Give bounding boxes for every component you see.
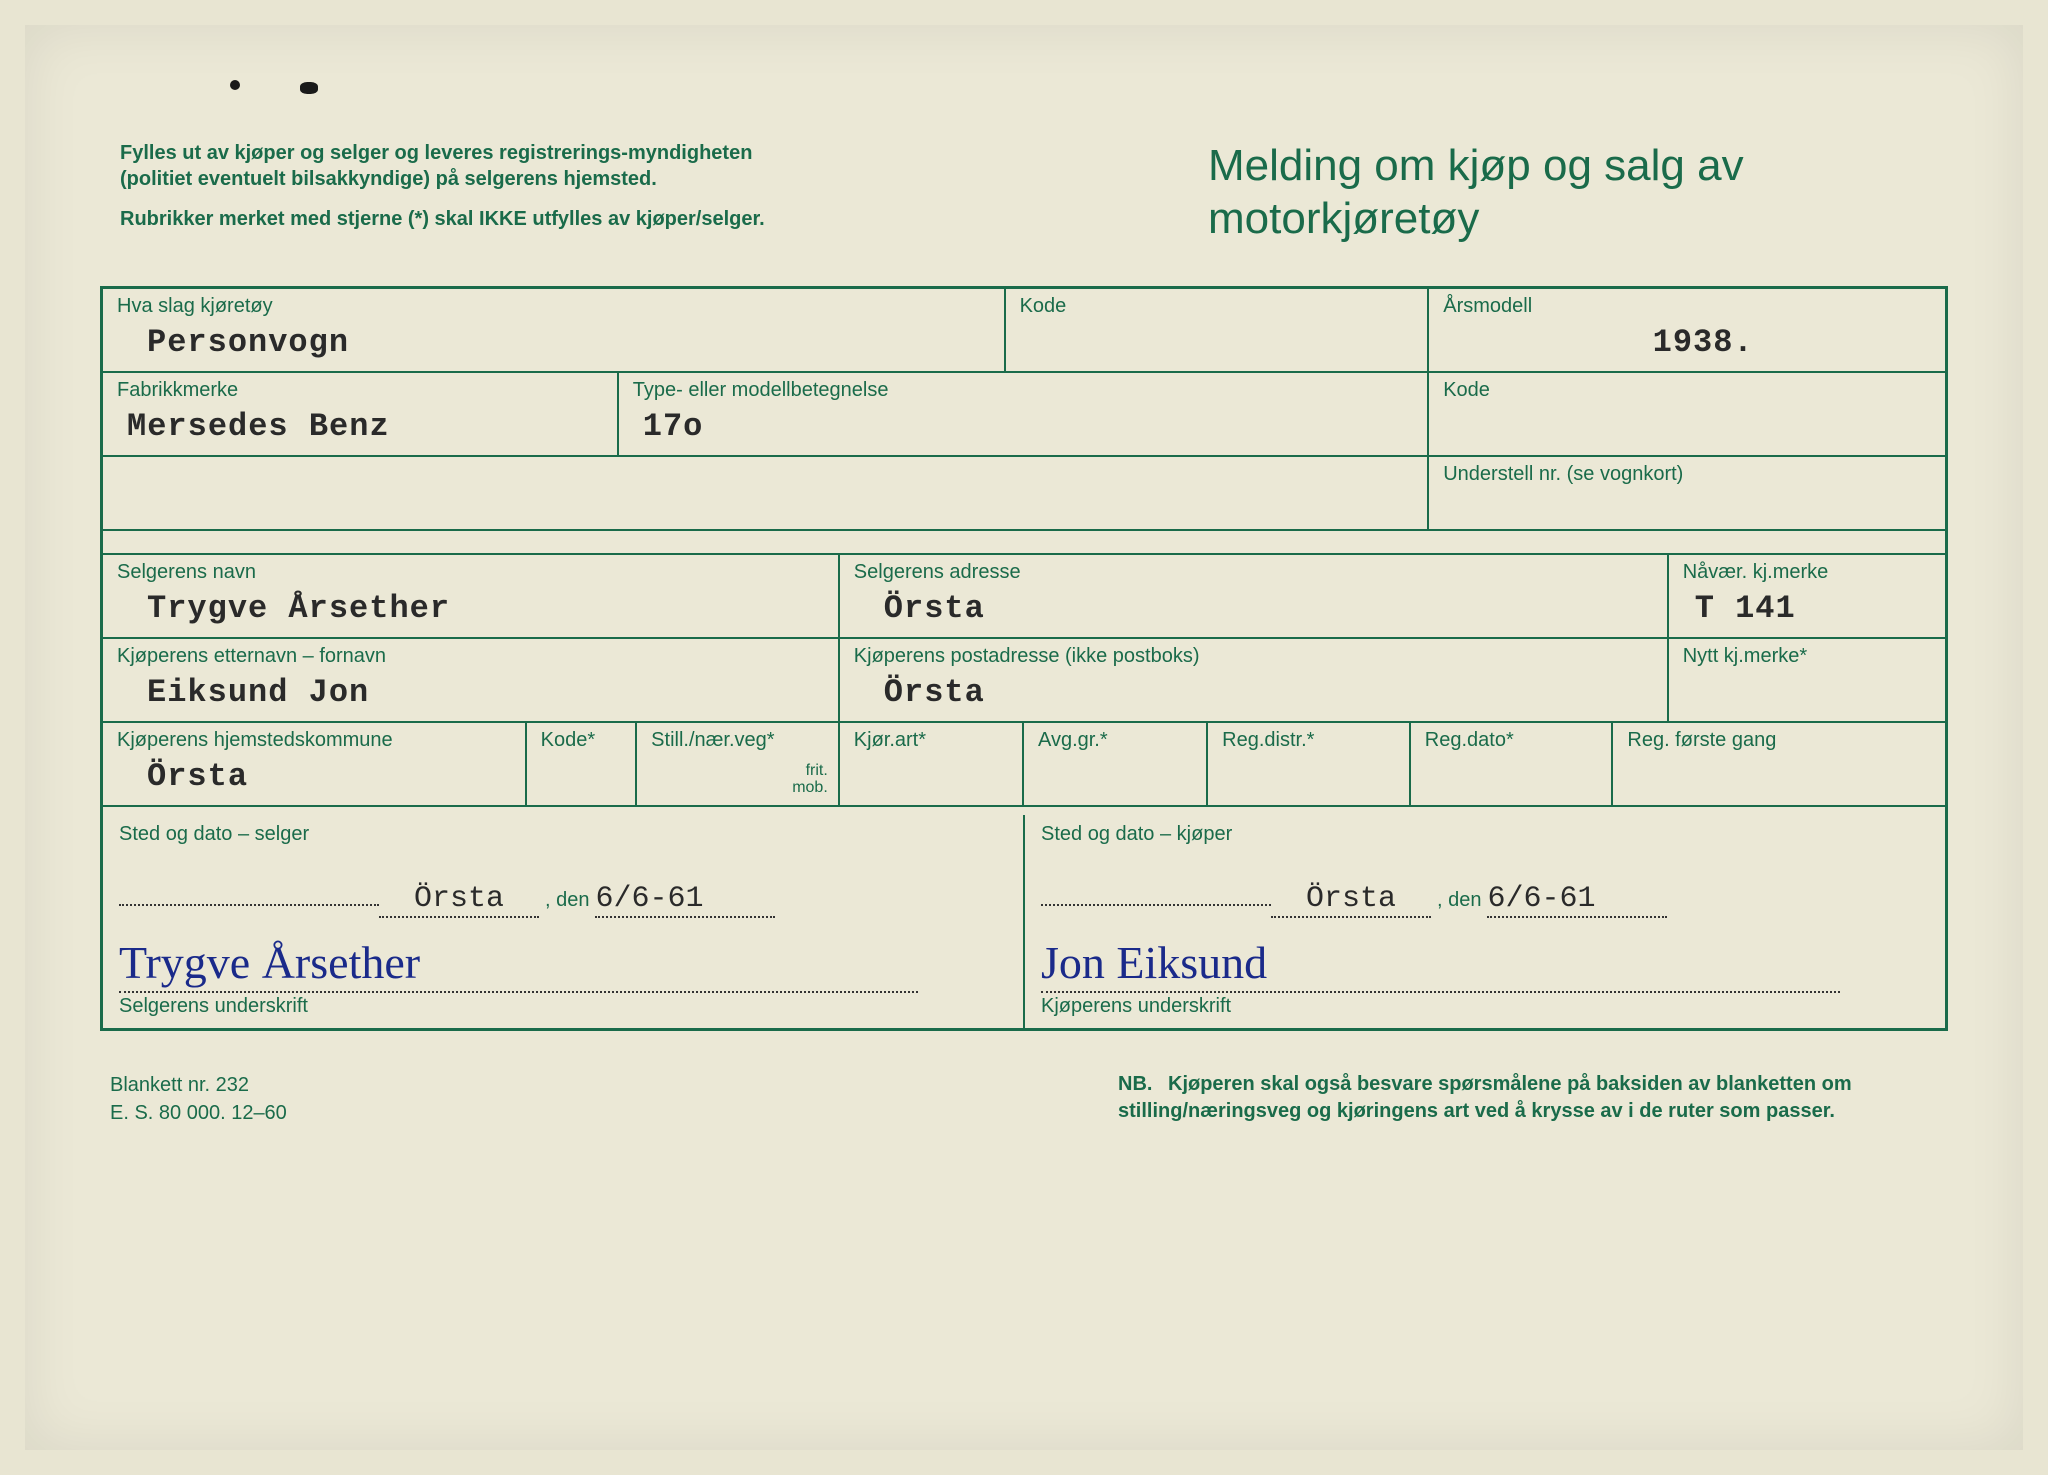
label: Fabrikkmerke <box>117 379 605 402</box>
nb-note: NB.Kjøperen skal også besvare spørsmålen… <box>1118 1071 1938 1127</box>
label: Nåvær. kj.merke <box>1683 561 1933 584</box>
seller-signature: Trygve Årsether <box>119 936 918 993</box>
document-page: Fylles ut av kjøper og selger og leveres… <box>0 0 2048 1475</box>
value: Örsta <box>854 590 1655 627</box>
label: Selgerens navn <box>117 561 826 584</box>
cell-plate: Nåvær. kj.merke T 141 <box>1669 555 1945 637</box>
label: Nytt kj.merke* <box>1683 645 1933 668</box>
row-details: Kjøperens hjemstedskommune Örsta Kode* S… <box>103 723 1945 807</box>
blankett-info: Blankett nr. 232 E. S. 80 000. 12–60 <box>110 1071 287 1127</box>
value: Eiksund Jon <box>117 674 826 711</box>
sublabel: frit.mob. <box>792 762 828 797</box>
blankett-print: E. S. 80 000. 12–60 <box>110 1099 287 1127</box>
instruction-line: Rubrikker merket med stjerne (*) skal IK… <box>120 206 800 232</box>
cell-empty <box>103 457 1429 529</box>
cell-regforste: Reg. første gang <box>1613 723 1945 805</box>
cell-seller-addr: Selgerens adresse Örsta <box>840 555 1669 637</box>
cell-newplate: Nytt kj.merke* <box>1669 639 1945 721</box>
cell-avg: Avg.gr.* <box>1024 723 1208 805</box>
label: Kjøperens hjemstedskommune <box>117 729 513 752</box>
value: Trygve Årsether <box>117 590 826 627</box>
label: Sted og dato – selger <box>119 823 1007 846</box>
cell-model: Type- eller modellbetegnelse 17o <box>619 373 1429 455</box>
label: Årsmodell <box>1443 295 1933 318</box>
label: Kode <box>1443 379 1933 402</box>
buyer-date: 6/6-61 <box>1487 882 1667 918</box>
label: Kode* <box>541 729 624 752</box>
cell-buyer-addr: Kjøperens postadresse (ikke postboks) Ör… <box>840 639 1669 721</box>
value: T 141 <box>1683 590 1933 627</box>
cell-still: Still./nær.veg* frit.mob. <box>637 723 840 805</box>
buyer-sig-label: Kjøperens underskrift <box>1041 995 1929 1018</box>
buyer-signature-block: Sted og dato – kjøper Örsta , den 6/6-61… <box>1025 815 1945 1028</box>
row-make: Fabrikkmerke Mersedes Benz Type- eller m… <box>103 373 1945 457</box>
cell-kjorart: Kjør.art* <box>840 723 1024 805</box>
value: Örsta <box>117 758 513 795</box>
label: Kode <box>1020 295 1416 318</box>
label: Kjøperens etternavn – fornavn <box>117 645 826 668</box>
gap <box>103 531 1945 553</box>
cell-kode2: Kode <box>1429 373 1945 455</box>
row-seller: Selgerens navn Trygve Årsether Selgerens… <box>103 555 1945 639</box>
nb-text: Kjøperen skal også besvare spørsmålene p… <box>1118 1073 1852 1122</box>
value: Mersedes Benz <box>117 408 605 445</box>
label: Reg.distr.* <box>1222 729 1397 752</box>
row-chassis: Understell nr. (se vognkort) <box>103 457 1945 531</box>
buyer-signature: Jon Eiksund <box>1041 936 1840 993</box>
value: Personvogn <box>117 324 992 361</box>
label: Reg. første gang <box>1627 729 1933 752</box>
seller-date: 6/6-61 <box>595 882 775 918</box>
instruction-line: Fylles ut av kjøper og selger og leveres… <box>120 140 800 192</box>
label: Type- eller modellbetegnelse <box>633 379 1415 402</box>
seller-place-date: Örsta , den 6/6-61 <box>119 882 1007 918</box>
cell-make: Fabrikkmerke Mersedes Benz <box>103 373 619 455</box>
form-box: Hva slag kjøretøy Personvogn Kode Årsmod… <box>100 286 1948 1031</box>
content-area: Fylles ut av kjøper og selger og leveres… <box>90 140 1958 1127</box>
ink-spot <box>300 82 318 94</box>
blankett-nr: Blankett nr. 232 <box>110 1071 287 1099</box>
nb-tag: NB. <box>1118 1071 1168 1098</box>
row-signatures: Sted og dato – selger Örsta , den 6/6-61… <box>103 807 1945 1028</box>
cell-muni: Kjøperens hjemstedskommune Örsta <box>103 723 527 805</box>
den-label: , den <box>1437 889 1481 912</box>
label: Understell nr. (se vognkort) <box>1443 463 1933 486</box>
buyer-place: Örsta <box>1271 882 1431 918</box>
label: Selgerens adresse <box>854 561 1655 584</box>
label: Avg.gr.* <box>1038 729 1194 752</box>
row-gap <box>103 531 1945 555</box>
cell-vehicle-type: Hva slag kjøretøy Personvogn <box>103 289 1006 371</box>
cell-seller-name: Selgerens navn Trygve Årsether <box>103 555 840 637</box>
value: 1938. <box>1443 324 1933 361</box>
ink-spot <box>230 80 240 90</box>
cell-regdato: Reg.dato* <box>1411 723 1614 805</box>
dotline <box>1041 904 1271 906</box>
cell-chassis: Understell nr. (se vognkort) <box>1429 457 1945 529</box>
cell-kode: Kode <box>1006 289 1430 371</box>
seller-sig-label: Selgerens underskrift <box>119 995 1007 1018</box>
label: Hva slag kjøretøy <box>117 295 992 318</box>
label: Reg.dato* <box>1425 729 1600 752</box>
label: Sted og dato – kjøper <box>1041 823 1929 846</box>
seller-place: Örsta <box>379 882 539 918</box>
form-title: Melding om kjøp og salg av motorkjøretøy <box>1208 140 1928 246</box>
label: Kjør.art* <box>854 729 1010 752</box>
label: Kjøperens postadresse (ikke postboks) <box>854 645 1655 668</box>
cell-buyer-name: Kjøperens etternavn – fornavn Eiksund Jo… <box>103 639 840 721</box>
buyer-place-date: Örsta , den 6/6-61 <box>1041 882 1929 918</box>
cell-regdistr: Reg.distr.* <box>1208 723 1411 805</box>
dotline <box>119 904 379 906</box>
den-label: , den <box>545 889 589 912</box>
footer: Blankett nr. 232 E. S. 80 000. 12–60 NB.… <box>90 1071 1958 1127</box>
header: Fylles ut av kjøper og selger og leveres… <box>90 140 1958 246</box>
value: 17o <box>633 408 1415 445</box>
cell-kode3: Kode* <box>527 723 638 805</box>
cell-year: Årsmodell 1938. <box>1429 289 1945 371</box>
value: Örsta <box>854 674 1655 711</box>
instructions-block: Fylles ut av kjøper og selger og leveres… <box>120 140 800 246</box>
label: Still./nær.veg* <box>651 729 826 752</box>
row-buyer: Kjøperens etternavn – fornavn Eiksund Jo… <box>103 639 1945 723</box>
row-vehicle: Hva slag kjøretøy Personvogn Kode Årsmod… <box>103 289 1945 373</box>
seller-signature-block: Sted og dato – selger Örsta , den 6/6-61… <box>103 815 1025 1028</box>
